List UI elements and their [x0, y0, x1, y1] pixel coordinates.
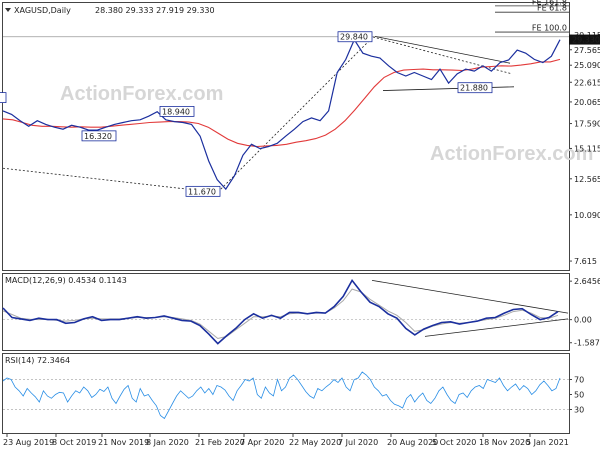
- rsi-path: [2, 371, 561, 420]
- macd-tick-label: -1.5878: [574, 339, 600, 348]
- rsi-tick-label: 70: [574, 376, 584, 385]
- macd-panel-frame: [2, 273, 570, 351]
- macd-triangle-lower: [424, 318, 569, 337]
- price-tick-label: 25.090: [574, 61, 600, 70]
- macd-title: MACD(12,26,9) 0.4534 0.1143: [5, 276, 127, 285]
- fib-levels: FE 161.8FE 61.8 FE 100.0 29.330: [3, 0, 600, 45]
- date-tick-label: 21 Nov 2019: [98, 438, 149, 447]
- price-tick-label: 10.090: [574, 211, 600, 220]
- macd-tick-label: 2.6456: [574, 277, 600, 286]
- date-tick-label: 5 Oct 2020: [432, 438, 476, 447]
- collapse-icon: [5, 8, 11, 12]
- rsi-tick-label: 50: [574, 391, 584, 400]
- price-annotations: 18.940 16.320 11.670 29.840 21.880: [0, 31, 493, 197]
- date-tick-label: 5 Jan 2021: [526, 438, 569, 447]
- macd-tick-label: 0.00: [574, 316, 592, 325]
- rsi-title: RSI(14) 72.3464: [5, 356, 70, 365]
- trendline-support: [382, 86, 515, 91]
- price-annotation-box: [159, 106, 195, 117]
- price-tick-label: 7.615: [574, 257, 597, 266]
- price-panel-frame: [2, 2, 570, 271]
- price-path: [2, 38, 561, 191]
- macd-triangle-upper: [371, 279, 569, 314]
- symbol-header: XAGUSD,Daily 28.380 29.333 27.919 29.330: [5, 6, 215, 15]
- trendline-rally-dashed: [217, 36, 374, 193]
- price-tick-label: 20.065: [574, 98, 600, 107]
- price-tick-label: 12.565: [574, 175, 600, 184]
- price-annotation-label: 11.670: [188, 187, 216, 196]
- price-axis: 30.11527.56525.09022.61520.06517.59015.1…: [569, 31, 600, 266]
- price-trendlines: [2, 36, 515, 194]
- date-tick-label: 8 Jan 2020: [146, 438, 189, 447]
- date-tick-label: 7 Apr 2020: [240, 438, 284, 447]
- price-annotation-box: [457, 82, 493, 94]
- macd-axis: 2.6456 0.00 -1.5878: [3, 277, 600, 348]
- rsi-series: [2, 371, 561, 420]
- trendline-resistance: [374, 36, 511, 64]
- price-annotation-label: 16.320: [84, 132, 112, 141]
- date-tick-label: 22 May 2020: [289, 438, 341, 447]
- rsi-tick-label: 30: [574, 406, 584, 415]
- macd-signal-path: [2, 288, 559, 340]
- ohlc-readout: 28.380 29.333 27.919 29.330: [95, 6, 215, 15]
- macd-path: [2, 278, 559, 345]
- date-tick-label: 23 Aug 2019: [3, 438, 54, 447]
- price-series: [2, 38, 561, 191]
- watermark: ActionForex.com: [60, 83, 223, 105]
- price-tick-label: 17.590: [574, 120, 600, 129]
- fib-label: FE 61.8: [537, 4, 567, 13]
- price-tick-label: 27.565: [574, 46, 600, 55]
- date-tick-label: 20 Aug 2020: [387, 438, 438, 447]
- price-annotation-edge-box: [0, 92, 7, 104]
- price-annotation-box: [337, 31, 373, 43]
- date-tick-label: 18 Nov 2020: [479, 438, 530, 447]
- trendline-correction-dashed: [372, 36, 513, 75]
- watermark-2: ActionForex.com: [430, 143, 593, 165]
- last-price-label: 29.330: [572, 36, 600, 45]
- price-tick-label: 15.115: [574, 144, 600, 153]
- price-annotation-label: 18.940: [162, 107, 190, 116]
- price-annotation-box: [81, 130, 117, 142]
- rsi-axis: 70 50 30: [3, 376, 584, 415]
- symbol-title: XAGUSD,Daily: [14, 6, 71, 15]
- date-tick-label: 8 Oct 2019: [52, 438, 96, 447]
- price-annotation-label: 29.840: [340, 33, 368, 42]
- fib-label: FE 100.0: [532, 24, 567, 33]
- trendline-support-dashed: [2, 167, 219, 194]
- macd-series: [2, 278, 569, 345]
- date-tick-label: 21 Feb 2020: [195, 438, 245, 447]
- last-price-box: [569, 34, 600, 45]
- fib-label: FE 161.8: [532, 0, 567, 6]
- rsi-panel-frame: [2, 353, 570, 434]
- price-annotation-label: 21.880: [460, 84, 488, 93]
- price-annotation-box: [185, 185, 221, 197]
- price-tick-label: 22.615: [574, 78, 600, 87]
- date-tick-label: 7 Jul 2020: [338, 438, 378, 447]
